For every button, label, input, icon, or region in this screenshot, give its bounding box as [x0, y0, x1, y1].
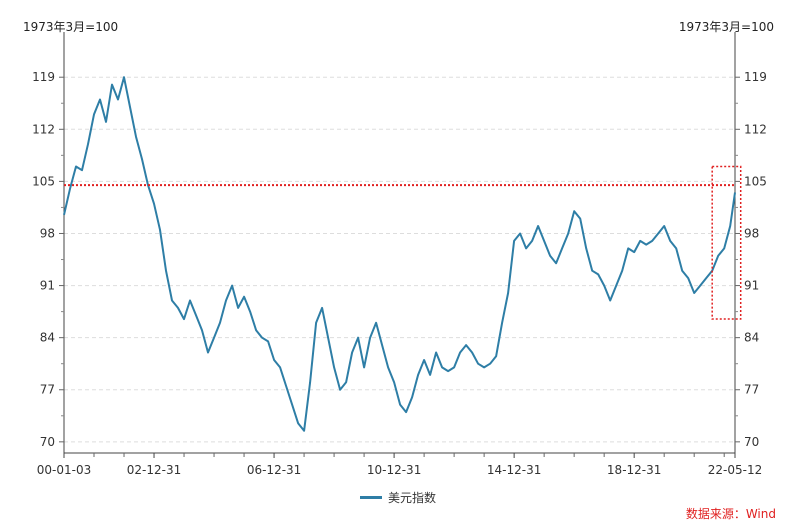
x-tick-label: 22-05-12	[708, 463, 762, 477]
legend-label: 美元指数	[388, 491, 437, 505]
data-source: 数据来源：Wind	[685, 507, 776, 521]
y-tick-label-right: 98	[744, 226, 759, 240]
y-tick-label-left: 77	[40, 383, 55, 397]
x-tick-label: 00-01-03	[37, 463, 91, 477]
x-tick-label: 10-12-31	[367, 463, 421, 477]
y-tick-label-left: 119	[32, 70, 55, 84]
x-tick-label: 14-12-31	[487, 463, 541, 477]
series-layer	[63, 76, 736, 432]
y-tick-label-left: 98	[40, 226, 55, 240]
x-tick-label: 18-12-31	[607, 463, 661, 477]
y-tick-label-right: 84	[744, 331, 759, 345]
series-line-usd-index	[63, 76, 736, 432]
y-tick-label-right: 105	[744, 174, 767, 188]
y-tick-label-left: 105	[32, 174, 55, 188]
y-tick-label-right: 119	[744, 70, 767, 84]
y-tick-label-right: 112	[744, 122, 767, 136]
y-tick-label-left: 70	[40, 435, 55, 449]
y-tick-label-left: 112	[32, 122, 55, 136]
legend: 美元指数	[360, 489, 436, 506]
axes	[63, 32, 736, 454]
x-tick-label: 06-12-31	[247, 463, 301, 477]
annotations	[64, 165, 742, 320]
y-tick-label-left: 84	[40, 331, 55, 345]
right-unit-label: 1973年3月=100	[678, 20, 774, 34]
y-tick-label-left: 91	[40, 279, 55, 293]
legend-swatch	[360, 496, 382, 499]
left-unit-label: 1973年3月=100	[23, 20, 119, 34]
highlight-box	[711, 165, 742, 320]
x-tick-label: 02-12-31	[127, 463, 181, 477]
y-tick-label-right: 70	[744, 435, 759, 449]
axis-ticks: 70 70 77 77 84 84 91 91 98 98 105 105 112 112 119 119 00…	[32, 70, 767, 477]
y-tick-label-right: 77	[744, 383, 759, 397]
y-tick-label-right: 91	[744, 279, 759, 293]
